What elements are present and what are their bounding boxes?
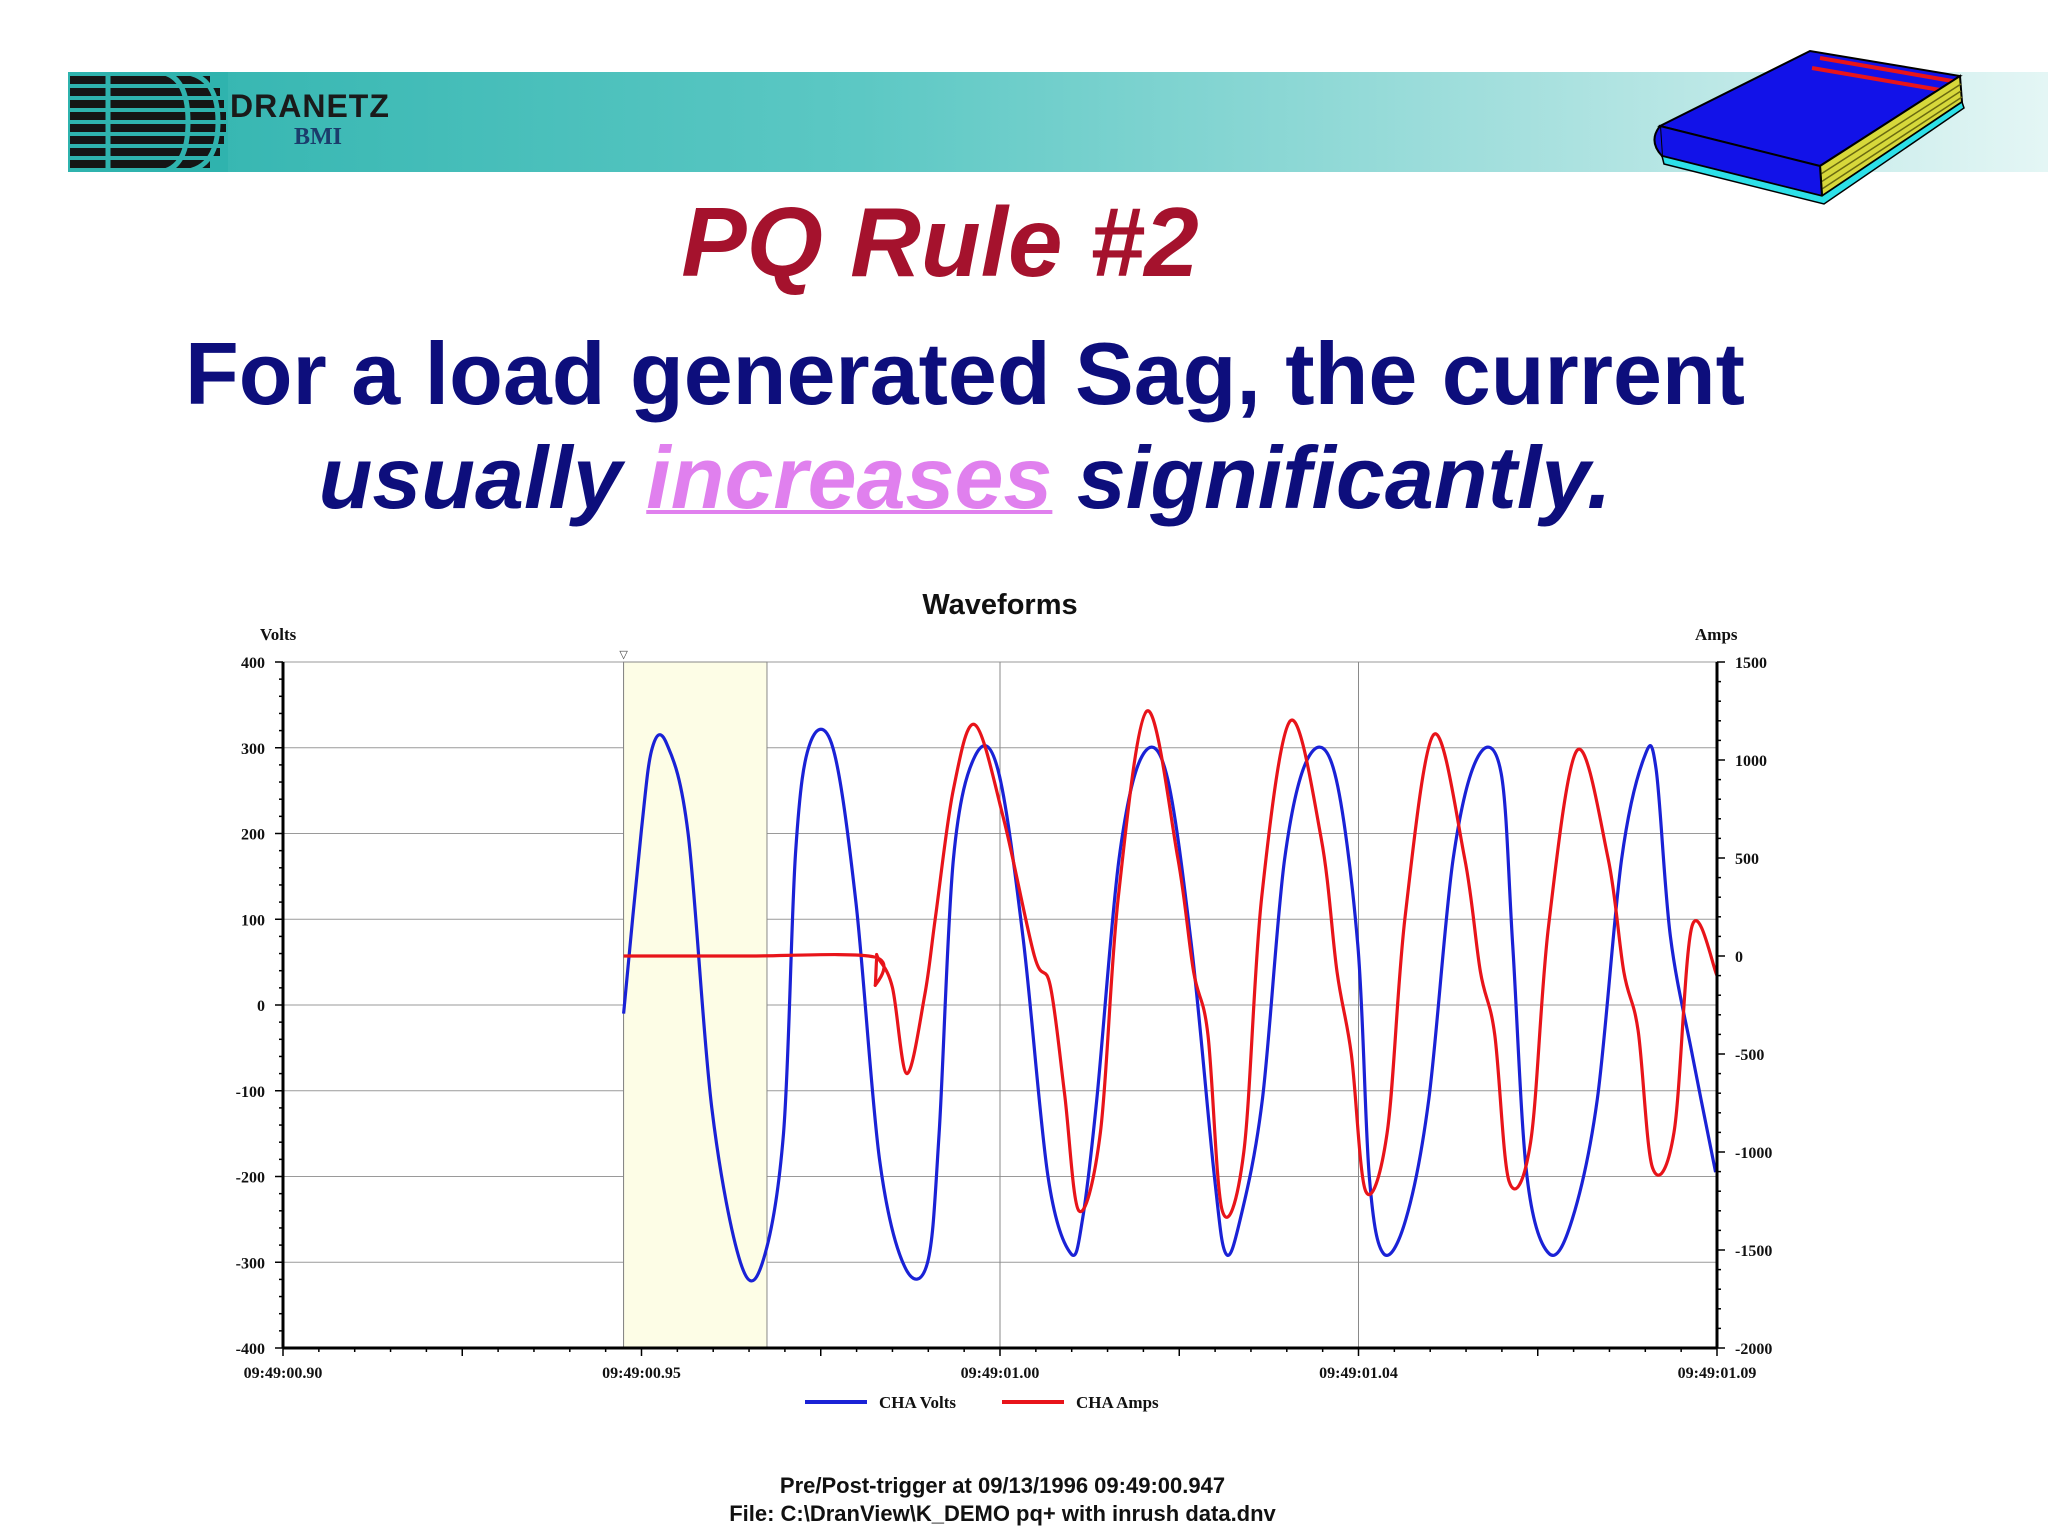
legend-label: CHA Amps: [1076, 1393, 1159, 1412]
series-line-amps: [623, 709, 1719, 1219]
y-right-tick-label: -2000: [1735, 1341, 1772, 1358]
y-left-tick-label: -400: [236, 1341, 265, 1358]
y-left-tick-label: 200: [241, 827, 265, 844]
y-right-tick-label: -500: [1735, 1047, 1764, 1064]
y-right-tick-label: -1000: [1735, 1145, 1772, 1162]
x-tick-label: 09:49:01.00: [961, 1365, 1040, 1382]
logo-brand-subtext: BMI: [294, 124, 342, 150]
x-tick-label: 09:49:00.90: [244, 1365, 323, 1382]
x-tick-label: 09:49:01.09: [1678, 1365, 1757, 1382]
x-tick-label: 09:49:01.04: [1319, 1365, 1398, 1382]
statement-line2: usually increases significantly.: [0, 426, 1930, 530]
trigger-footer: Pre/Post-trigger at 09/13/1996 09:49:00.…: [0, 1472, 2005, 1528]
y-left-tick-label: 300: [241, 741, 265, 758]
statement-usually: usually: [318, 428, 622, 527]
dranetz-logo: DRANETZ BMI: [68, 72, 468, 172]
y-right-tick-label: 0: [1735, 949, 1743, 966]
rule-statement: For a load generated Sag, the current us…: [0, 322, 1930, 530]
trigger-info: Pre/Post-trigger at 09/13/1996 09:49:00.…: [779, 1473, 1226, 1498]
series-line-volts: [622, 727, 1718, 1283]
x-tick-label: 09:49:00.95: [602, 1365, 681, 1382]
statement-highlight: increases: [646, 428, 1053, 527]
y-right-tick-label: 500: [1735, 851, 1759, 868]
y-right-tick-label: 1000: [1735, 753, 1767, 770]
chart-title: Waveforms: [922, 589, 1077, 621]
page-title: PQ Rule #2: [681, 187, 1199, 297]
y-left-tick-label: -200: [236, 1170, 265, 1187]
legend-label: CHA Volts: [879, 1393, 956, 1412]
y-right-label: Amps: [1695, 625, 1738, 644]
dranetz-logo-icon: [68, 72, 228, 172]
y-right-tick-label: 1500: [1735, 655, 1767, 672]
y-left-label: Volts: [260, 625, 297, 644]
y-left-tick-label: 100: [241, 912, 265, 929]
y-left-tick-label: -100: [236, 1084, 265, 1101]
y-left-tick-label: -300: [236, 1255, 265, 1272]
book-icon: [1653, 49, 1965, 205]
y-right-tick-label: -1500: [1735, 1243, 1772, 1260]
y-left-tick-label: 0: [257, 998, 265, 1015]
statement-significantly: significantly.: [1076, 428, 1612, 527]
statement-line1: For a load generated Sag, the current: [185, 324, 1745, 423]
trigger-marker: ▽: [619, 649, 628, 661]
y-left-tick-label: 400: [241, 655, 265, 672]
logo-brand-text: DRANETZ: [230, 88, 390, 124]
trigger-band: [623, 661, 768, 1349]
waveform-chart: 09:49:00.90 09:49:00.95 09:49:01.00 09:49:0…: [236, 589, 1773, 1412]
file-info: File: C:\DranView\K_DEMO pq+ with inrush…: [729, 1501, 1276, 1526]
